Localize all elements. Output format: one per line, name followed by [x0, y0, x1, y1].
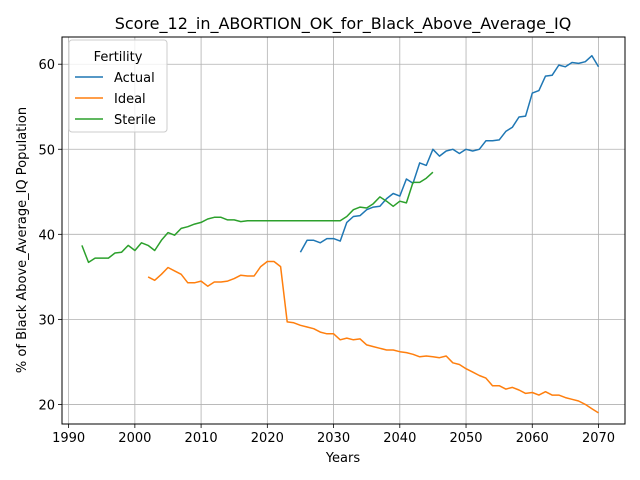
legend-entries: Actual Ideal Sterile [75, 71, 156, 128]
plot-frame [61, 36, 626, 425]
x-tick-label: 2070 [582, 431, 615, 446]
y-tick-label: 40 [38, 228, 55, 243]
y-tick-label: 50 [38, 143, 55, 158]
y-tick-label: 60 [38, 58, 55, 73]
series-layer [81, 54, 600, 414]
x-tick-label: 2000 [118, 431, 151, 446]
x-tick-label: 2020 [251, 431, 284, 446]
y-axis-label: % of Black Above_Average_IQ Population [15, 107, 30, 373]
legend-label-ideal: Ideal [114, 92, 146, 107]
y-tick-label: 20 [38, 398, 55, 413]
legend-label-sterile: Sterile [114, 113, 156, 128]
axis-ticks: 1990 2000 2010 2020 2030 2040 2050 2060 20702030… [38, 58, 615, 446]
legend-title: Fertility [94, 50, 143, 65]
x-tick-label: 2030 [317, 431, 350, 446]
x-tick-label: 2010 [185, 431, 218, 446]
x-tick-label: 2040 [383, 431, 416, 446]
legend-box [68, 39, 168, 133]
x-axis-label: Years [325, 451, 361, 466]
series-line-actual [299, 54, 600, 253]
grid-lines [62, 37, 625, 424]
legend: Fertility Actual Ideal Sterile [68, 39, 168, 133]
legend-label-actual: Actual [114, 71, 155, 86]
x-tick-label: 2060 [516, 431, 549, 446]
chart-title: Score_12_in_ABORTION_OK_for_Black_Above_… [115, 14, 572, 34]
x-tick-label: 2050 [449, 431, 482, 446]
x-tick-label: 1990 [52, 431, 85, 446]
series-line-ideal [147, 260, 599, 414]
y-tick-label: 30 [38, 313, 55, 328]
series-line-sterile [81, 171, 434, 264]
